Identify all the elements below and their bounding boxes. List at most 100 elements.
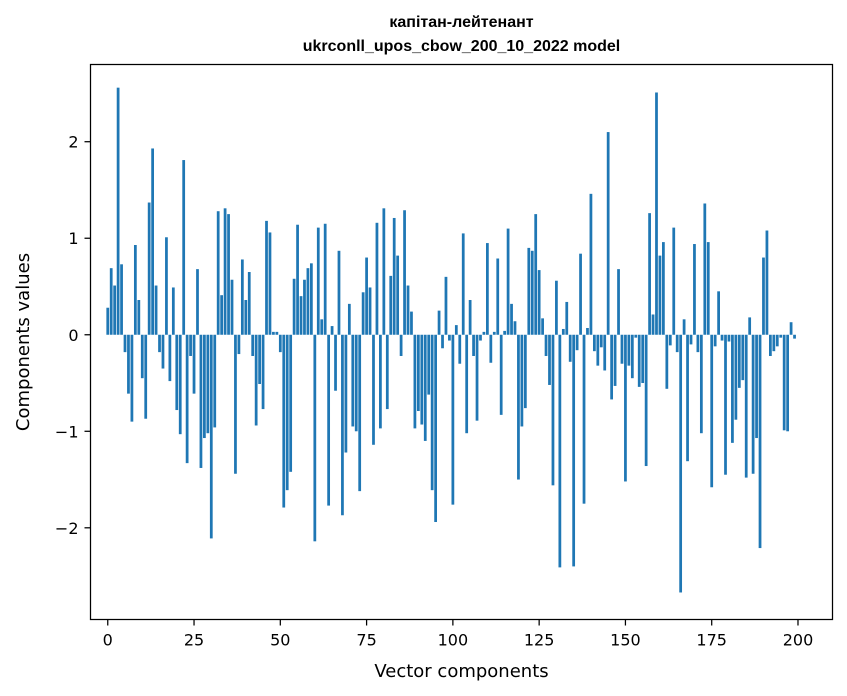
bar (551, 334, 555, 486)
x-tick-label: 50 (270, 631, 290, 650)
bar (113, 285, 117, 335)
y-tick-label: 2 (68, 133, 78, 152)
bar (365, 257, 368, 335)
bar (354, 334, 358, 432)
bar (258, 334, 261, 384)
bar (251, 334, 255, 356)
bar (744, 334, 748, 478)
bar (579, 253, 582, 335)
bar (765, 230, 769, 335)
bar (786, 334, 790, 432)
bar (247, 272, 251, 335)
bar (627, 334, 631, 366)
bar (306, 268, 310, 335)
bar (762, 257, 765, 335)
y-tick-label: 0 (68, 326, 78, 345)
bar (285, 334, 289, 491)
x-axis-ticks: 0 25 50 75 100 125 150 175 200 (103, 619, 813, 650)
bar (665, 334, 669, 389)
bar (693, 244, 696, 335)
bar (330, 326, 334, 335)
bar (706, 242, 710, 335)
bar (637, 334, 641, 387)
bar (689, 334, 693, 345)
bar (523, 334, 527, 409)
bar (537, 270, 541, 335)
bar (209, 334, 213, 539)
bar (116, 87, 120, 335)
bar (213, 334, 217, 428)
bar (713, 334, 717, 347)
bar (372, 334, 375, 445)
bar (379, 334, 382, 429)
x-tick-label: 75 (356, 631, 376, 650)
bar (403, 210, 406, 335)
bar (699, 334, 703, 434)
x-tick-label: 100 (438, 631, 469, 650)
bar (617, 269, 620, 335)
bar (165, 237, 168, 335)
bar (309, 263, 313, 335)
bar (496, 258, 500, 335)
x-tick-label: 25 (184, 631, 204, 650)
bar (737, 334, 741, 388)
bar (240, 259, 244, 335)
x-tick-label: 175 (696, 631, 727, 650)
bar (630, 334, 634, 379)
bar (634, 334, 638, 338)
bar (341, 334, 344, 516)
bar (168, 334, 172, 382)
x-tick-label: 125 (524, 631, 555, 650)
bar (451, 334, 455, 505)
bar (133, 245, 137, 335)
y-tick-label: −2 (55, 519, 79, 538)
bar (109, 268, 113, 335)
bar (272, 331, 275, 335)
bar (196, 269, 199, 335)
bar (530, 250, 534, 335)
bar (596, 334, 600, 366)
bar (230, 279, 234, 335)
bar (782, 334, 786, 431)
chart-subtitle: ukrconll_upos_cbow_200_10_2022 model (303, 38, 620, 55)
bar (175, 334, 179, 411)
bar (278, 334, 282, 353)
bar (461, 233, 465, 335)
bar (292, 278, 296, 335)
bar (106, 307, 110, 335)
bar (223, 208, 227, 335)
bar (171, 287, 175, 335)
bar (534, 214, 538, 335)
bar (586, 328, 589, 335)
bar (751, 334, 755, 474)
bar (261, 334, 265, 410)
y-tick-label: 1 (68, 229, 78, 248)
bar (127, 334, 130, 394)
y-tick-label: −1 (55, 422, 79, 441)
bar (120, 264, 123, 335)
bar (506, 228, 510, 335)
bar (234, 334, 237, 474)
bar (361, 292, 365, 335)
bar (772, 334, 776, 352)
bar (337, 250, 341, 335)
bar (344, 334, 348, 453)
bar (313, 334, 317, 542)
bar (289, 334, 293, 472)
bar (672, 227, 676, 335)
bar (275, 331, 279, 335)
bar (220, 295, 224, 335)
bar (385, 334, 389, 410)
bar (140, 334, 144, 379)
bar (327, 334, 331, 506)
bar (731, 334, 734, 443)
bar (572, 334, 576, 567)
bar (479, 334, 482, 341)
bar (513, 321, 517, 335)
bar (130, 334, 134, 422)
bar (613, 334, 617, 386)
bar (389, 275, 393, 335)
chart-title: капітан-лейтенант (389, 14, 533, 31)
bar (185, 334, 189, 464)
